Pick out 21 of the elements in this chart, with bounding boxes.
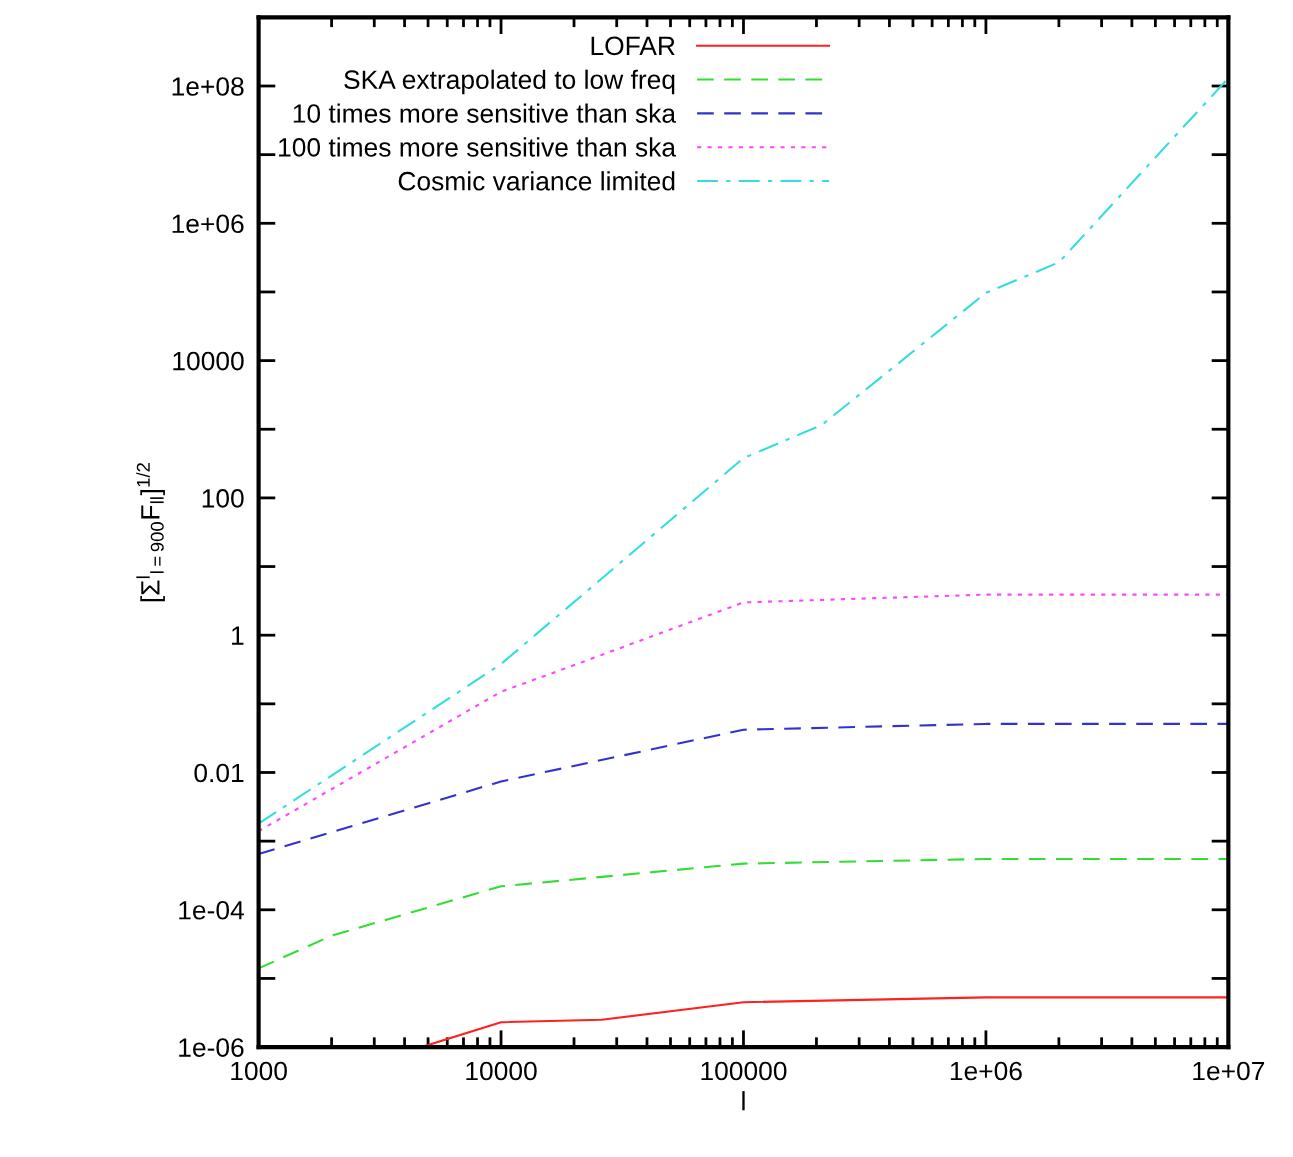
y-tick-label: 100 xyxy=(202,489,244,508)
legend-label: 10 times more sensitive than ska xyxy=(293,103,677,123)
y-tick-label: 1e-06 xyxy=(179,1038,244,1057)
legend-label: 100 times more sensitive than ska xyxy=(279,137,677,157)
x-tick-label: 1e+06 xyxy=(950,1061,1022,1081)
x-tick-label: 100000 xyxy=(701,1061,787,1081)
legend-label: LOFAR xyxy=(591,36,675,56)
line-series xyxy=(258,722,1229,856)
x-tick-label: 10000 xyxy=(466,1061,537,1081)
legend-label: Cosmic variance limited xyxy=(398,171,675,191)
y-tick-label: 1e+06 xyxy=(172,214,244,234)
x-tick-label: 1000 xyxy=(231,1061,287,1081)
y-tick-label: 10000 xyxy=(173,351,244,371)
x-tick-label: 1e+07 xyxy=(1193,1061,1265,1081)
y-tick-label: 0.01 xyxy=(194,763,244,783)
x-axis-title: l xyxy=(742,1091,745,1111)
y-tick-label: 1e-04 xyxy=(179,900,244,920)
legend-label: SKA extrapolated to low freq xyxy=(344,69,675,95)
y-tick-label: 1 xyxy=(232,626,244,645)
y-tick-label: 1e+08 xyxy=(172,77,244,96)
y-axis-title: [Σ$^{l}$$_{l=900}$F$_{ll}$]$^{1/2}$ xyxy=(136,463,165,602)
